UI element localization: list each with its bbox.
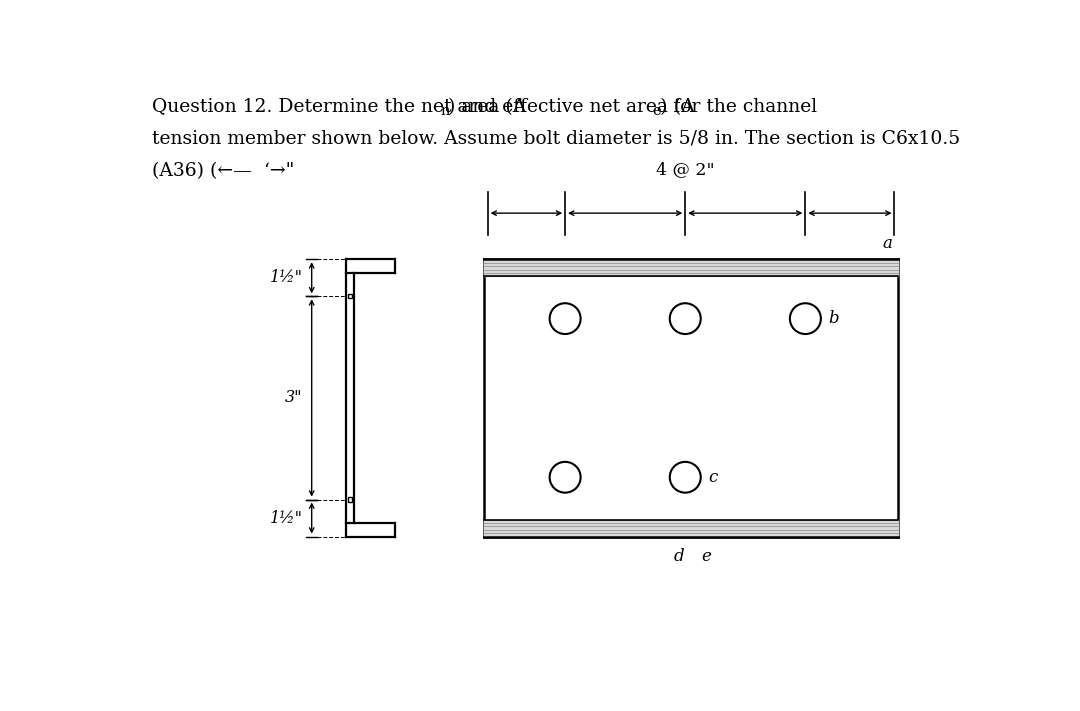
- Bar: [348, 294, 352, 299]
- Text: Question 12. Determine the net area (A: Question 12. Determine the net area (A: [152, 97, 526, 116]
- Text: e: e: [702, 548, 712, 565]
- Text: (A36) (←—  ‘→": (A36) (←— ‘→": [152, 162, 295, 181]
- Text: n: n: [441, 104, 450, 118]
- Text: a: a: [882, 235, 892, 252]
- Text: ) for the channel: ) for the channel: [660, 97, 816, 116]
- Text: 1½": 1½": [269, 269, 302, 287]
- Text: 3": 3": [285, 390, 302, 407]
- Text: 4 @ 2": 4 @ 2": [656, 161, 715, 178]
- Text: ) and effective net area (A: ) and effective net area (A: [447, 97, 694, 116]
- Bar: [348, 498, 352, 502]
- Text: 1½": 1½": [269, 510, 302, 527]
- Text: tension member shown below. Assume bolt diameter is 5/8 in. The section is C6x10: tension member shown below. Assume bolt …: [152, 130, 960, 148]
- Text: e: e: [652, 104, 661, 118]
- Text: d: d: [674, 548, 685, 565]
- Text: c: c: [708, 469, 718, 486]
- Text: b: b: [828, 310, 839, 327]
